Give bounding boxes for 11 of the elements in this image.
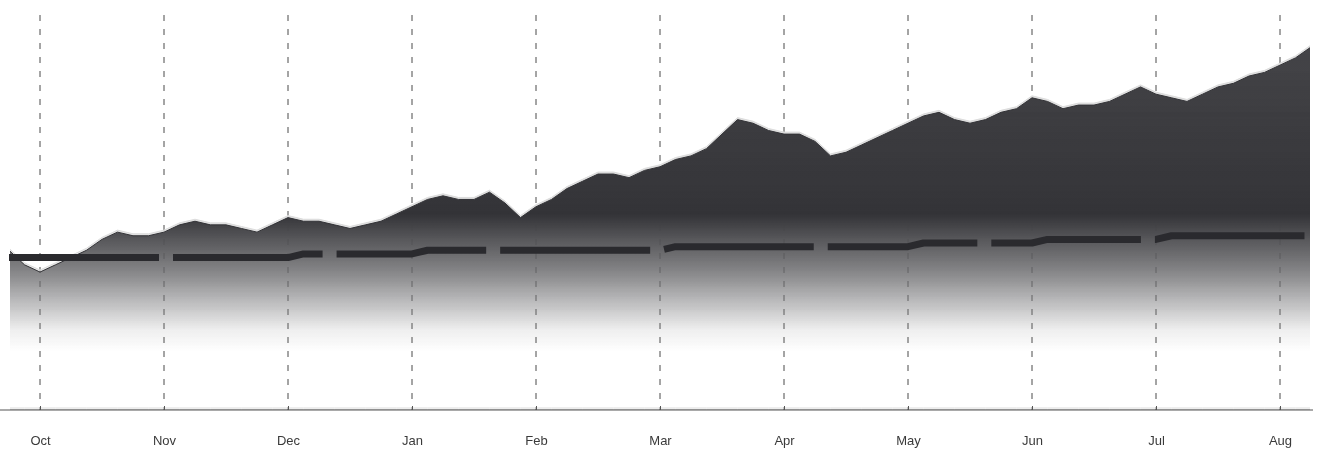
x-tick-label: Feb <box>525 433 548 449</box>
x-tick-label: Nov <box>152 433 177 449</box>
x-tick-label: Apr <box>774 433 796 449</box>
x-tick-label: Mar <box>649 433 673 449</box>
x-tick-label: Oct <box>30 433 51 449</box>
x-tick-label: Jan <box>402 433 423 449</box>
x-tick-label: Dec <box>276 433 301 449</box>
x-tick-label: Jul <box>1148 433 1165 449</box>
x-tick-label: Aug <box>1268 433 1293 449</box>
x-tick-label: Jun <box>1022 433 1043 449</box>
x-tick-label: May <box>896 433 922 449</box>
